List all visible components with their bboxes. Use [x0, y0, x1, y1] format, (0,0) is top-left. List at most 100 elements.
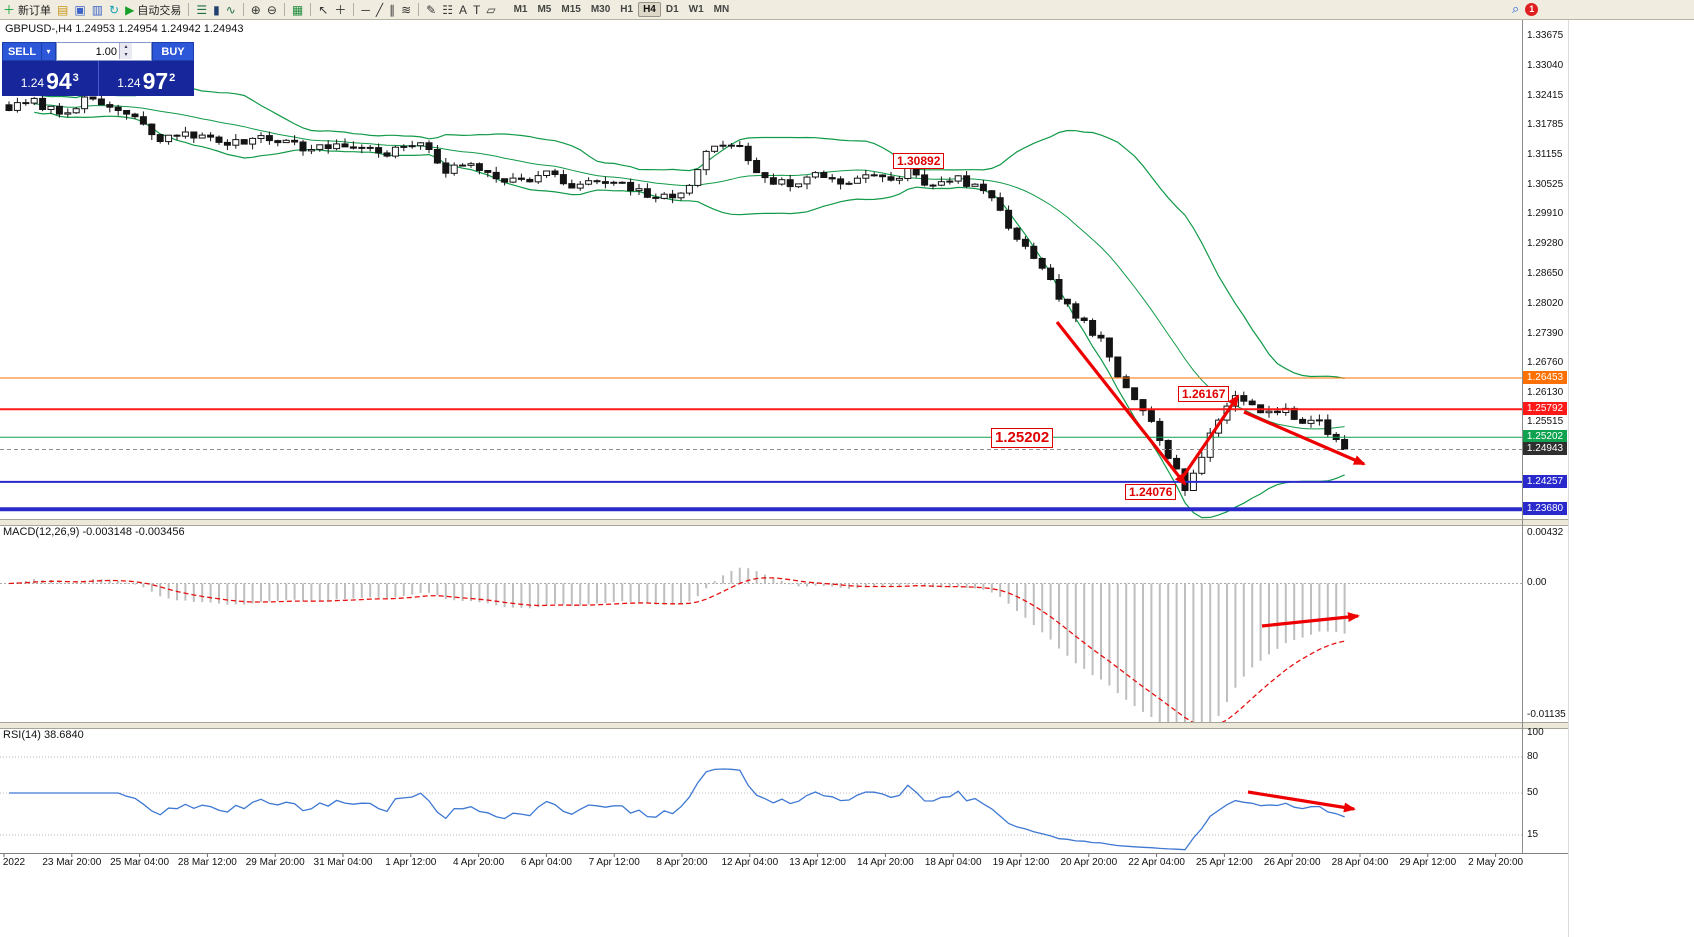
tile-windows-icon[interactable]: ▦: [289, 1, 306, 18]
trend-arrow[interactable]: [1055, 321, 1187, 486]
sell-button[interactable]: SELL: [2, 42, 42, 61]
timeframe-button-mn[interactable]: MN: [709, 2, 735, 17]
trend-arrow[interactable]: [1247, 790, 1356, 813]
trend-arrow[interactable]: [1243, 410, 1366, 466]
chart-title-ohlc: GBPUSD-,H4 1.24953 1.24954 1.24942 1.249…: [5, 23, 244, 35]
text-icon[interactable]: A: [456, 1, 470, 18]
sell-dropdown-caret-icon[interactable]: ▾: [42, 42, 56, 61]
notifications-badge[interactable]: 1: [1525, 2, 1539, 16]
buy-price-small: 1.24: [117, 76, 141, 90]
bollinger-upper-band[interactable]: [34, 86, 1345, 379]
new-order-button: ＋: [3, 2, 16, 17]
trendline-icon: ╱: [375, 2, 384, 17]
new-order-button[interactable]: ＋新订单: [0, 1, 54, 18]
pane-separator-macd[interactable]: [0, 519, 1568, 526]
shapes-icon[interactable]: ▱: [483, 1, 498, 18]
horizontal-line-icon[interactable]: ─: [358, 1, 373, 18]
main-toolbar: ＋新订单 ▤ ▣ ▥ ↻ ▶ 自动交易 ☰ ▮ ∿ ⊕ ⊖ ▦ ↖ ＋ ─ ╱ ∥ ≋ ✎ ☷ A T ▱ M1 M5 M15 M3…: [0, 0, 1694, 20]
volume-input[interactable]: [57, 43, 119, 60]
line-chart-icon[interactable]: ∿: [223, 1, 239, 18]
cursor-icon[interactable]: ↖: [315, 1, 331, 18]
toolbar-buttons: ＋新订单 ▤ ▣ ▥ ↻ ▶ 自动交易 ☰ ▮ ∿ ⊕ ⊖ ▦ ↖ ＋ ─ ╱ ∥ ≋ ✎ ☷ A T ▱: [0, 1, 499, 18]
objects-list-icon[interactable]: ☷: [439, 1, 456, 18]
timeframe-button-m30[interactable]: M30: [586, 2, 615, 17]
bid-ask-display: 1.24 94 3 1.24 97 2: [2, 61, 194, 96]
sell-price-big: 94: [46, 68, 72, 94]
volume-up-icon[interactable]: ▴: [119, 43, 132, 51]
refresh-icon[interactable]: ↻: [106, 1, 122, 18]
sell-price-display[interactable]: 1.24 94 3: [2, 61, 98, 96]
bollinger-lower-band[interactable]: [34, 111, 1345, 519]
tile-windows-icon: ▦: [291, 2, 304, 17]
toolbar-separator: [283, 3, 285, 16]
macd-signal-line[interactable]: [8, 577, 1345, 727]
toolbar-separator: [418, 3, 420, 16]
trend-arrow[interactable]: [1178, 394, 1240, 482]
fibonacci-icon[interactable]: ≋: [398, 1, 414, 18]
autotrading-button[interactable]: ▶ 自动交易: [122, 1, 184, 18]
volume-stepper: ▴ ▾: [119, 43, 132, 60]
sell-price-small: 1.24: [20, 76, 45, 90]
timeframe-button-m5[interactable]: M5: [532, 2, 556, 17]
text-label-icon: T: [472, 2, 481, 17]
bollinger-middle-band[interactable]: [34, 103, 1345, 430]
price-axis-border: [1522, 19, 1523, 853]
volume-down-icon[interactable]: ▾: [119, 51, 132, 59]
profiles-icon: ▤: [57, 2, 69, 17]
buy-button[interactable]: BUY: [152, 42, 194, 61]
objects-list-icon: ☷: [442, 2, 453, 17]
text-label-icon[interactable]: T: [470, 1, 483, 18]
trend-arrow[interactable]: [1261, 612, 1360, 628]
timeframe-button-d1[interactable]: D1: [661, 2, 684, 17]
one-click-trading-panel: SELL ▾ ▴ ▾ BUY 1.24 94 3 1.24 97 2: [2, 42, 194, 96]
bar-chart-icon[interactable]: ☰: [193, 1, 210, 18]
window-edge: [1568, 19, 1569, 937]
pencil-icon: ✎: [426, 2, 437, 17]
profiles-icon[interactable]: ▤: [54, 1, 71, 18]
candlestick-chart-icon: ▮: [213, 2, 220, 17]
timeframe-button-h1[interactable]: H1: [615, 2, 638, 17]
trendline-icon[interactable]: ╱: [373, 1, 386, 18]
autotrading-button: ▶: [125, 2, 135, 17]
channel-icon[interactable]: ∥: [386, 1, 398, 18]
line-chart-icon: ∿: [225, 2, 236, 17]
pane-separator-rsi[interactable]: [0, 722, 1568, 729]
buy-price-sup: 2: [169, 72, 176, 84]
search-icon[interactable]: ⌕: [1512, 1, 1520, 16]
data-window-icon[interactable]: ▥: [89, 1, 106, 18]
zoom-in-icon[interactable]: ⊕: [248, 1, 264, 18]
timeframe-button-m1[interactable]: M1: [509, 2, 533, 17]
macd-histogram: [16, 567, 1346, 722]
crosshair-icon[interactable]: ＋: [331, 1, 349, 18]
buy-price-display[interactable]: 1.24 97 2: [97, 61, 195, 96]
timeframe-button-h4[interactable]: H4: [638, 2, 661, 17]
buy-price-big: 97: [142, 68, 169, 94]
price-callout-1.24076[interactable]: 1.24076: [1125, 484, 1177, 501]
price-callout-1.30892[interactable]: 1.30892: [893, 153, 945, 170]
horizontal-line-icon: ─: [361, 2, 370, 17]
volume-field-wrap: ▴ ▾: [56, 42, 152, 61]
timeframe-button-w1[interactable]: W1: [684, 2, 709, 17]
rsi-indicator-label: RSI(14) 38.6840: [3, 729, 84, 741]
rsi-pane: [0, 756, 1522, 851]
toolbar-separator: [188, 3, 190, 16]
new-order-button-label: 新订单: [18, 4, 52, 17]
zoom-out-icon[interactable]: ⊖: [264, 1, 280, 18]
price-callout-1.25202[interactable]: 1.25202: [991, 428, 1054, 448]
toolbar-right-cluster: ⌕ 1: [1512, 1, 1539, 17]
price-callout-1.26167[interactable]: 1.26167: [1178, 386, 1230, 403]
price-chart-canvas[interactable]: [0, 0, 1568, 875]
candles-layer: [5, 91, 1349, 496]
chart-window-icon[interactable]: ▣: [71, 1, 88, 18]
macd-pane: [0, 567, 1522, 727]
timeframe-toolbar: M1 M5 M15 M30 H1 H4 D1 W1 MN: [509, 2, 735, 17]
sell-price-sup: 3: [72, 72, 79, 84]
candlestick-chart-icon[interactable]: ▮: [210, 1, 223, 18]
bar-chart-icon: ☰: [196, 2, 208, 17]
timeframe-button-m15[interactable]: M15: [556, 2, 585, 17]
rsi-line[interactable]: [9, 768, 1345, 851]
toolbar-separator: [310, 3, 312, 16]
toolbar-separator: [242, 3, 244, 16]
autotrading-button-label: 自动交易: [137, 4, 182, 17]
pencil-icon[interactable]: ✎: [423, 1, 439, 18]
